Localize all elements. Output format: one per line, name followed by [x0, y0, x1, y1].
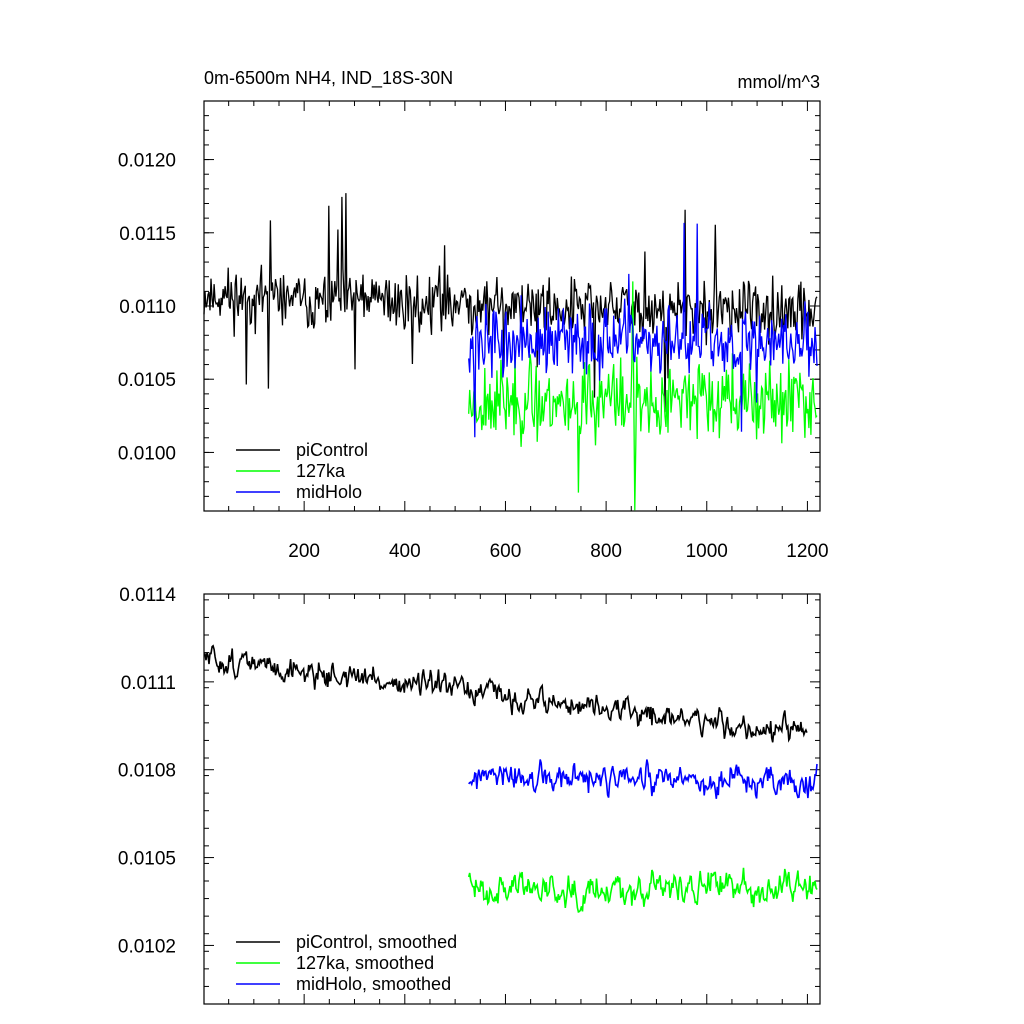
series-bottom: [203, 644, 818, 913]
legend-label: 127ka: [296, 461, 346, 481]
x-tick-label: 1000: [686, 541, 728, 562]
y-tick-label: 0.0100: [118, 443, 176, 464]
chart-title: 0m-6500m NH4, IND_18S-30N: [204, 68, 453, 89]
series-line-127ka: [467, 867, 818, 913]
y-tick-label: 0.0110: [119, 297, 176, 318]
x-tick-label: 200: [288, 541, 320, 562]
series-line-127ka: [468, 281, 818, 511]
legend-label: piControl: [296, 440, 368, 460]
units-label: mmol/m^3: [738, 72, 820, 92]
y-tick-label: 0.0114: [119, 585, 176, 606]
series-line-midholo: [468, 222, 818, 438]
ticks-bottom: 0.0102 0.0105 0.0108 0.0111 0.0114: [118, 585, 820, 1005]
series-line-picontrol: [203, 644, 808, 743]
x-tick-label: 400: [389, 541, 421, 562]
series-line-picontrol: [203, 193, 818, 413]
series-line-midholo: [468, 759, 818, 799]
ticks-top: 200 400 600 800 1000 1200 0.0100 0.0105 0.0110 0.…: [118, 100, 829, 562]
top-panel: 0m-6500m NH4, IND_18S-30N mmol/m^3 200 40…: [118, 68, 829, 562]
legend-label: 127ka, smoothed: [296, 953, 434, 973]
bottom-panel: 0.0102 0.0105 0.0108 0.0111 0.0114 piControl…: [118, 585, 821, 1005]
y-tick-label: 0.0108: [118, 761, 176, 782]
y-tick-label: 0.0102: [118, 936, 176, 957]
x-tick-label: 1200: [786, 541, 828, 562]
x-tick-label: 800: [590, 541, 622, 562]
series-top: [203, 193, 818, 511]
y-tick-label: 0.0111: [121, 673, 176, 694]
y-tick-label: 0.0105: [118, 849, 176, 870]
y-tick-label: 0.0115: [119, 224, 176, 245]
plot-frame-bottom: [203, 593, 821, 1005]
legend-label: piControl, smoothed: [296, 932, 457, 952]
legend-label: midHolo, smoothed: [296, 974, 451, 994]
y-tick-label: 0.0105: [118, 370, 176, 391]
legend-label: midHolo: [296, 482, 362, 502]
y-tick-label: 0.0120: [118, 151, 176, 172]
x-tick-label: 600: [490, 541, 522, 562]
